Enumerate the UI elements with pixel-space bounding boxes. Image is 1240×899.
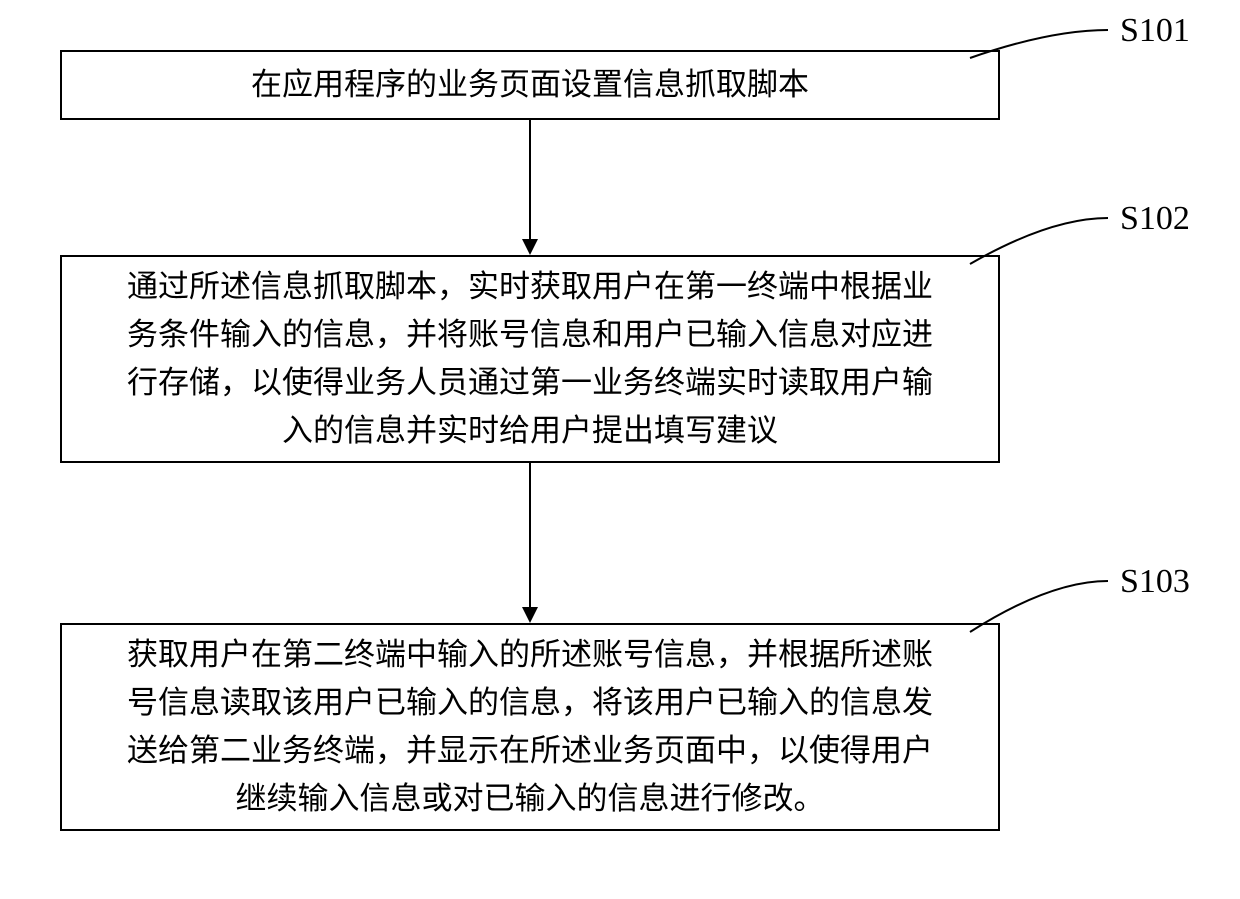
node-text: 获取用户在第二终端中输入的所述账号信息，并根据所述账 号信息读取该用户已输入的信… [127,631,933,823]
flowchart-node-s102: 通过所述信息抓取脚本，实时获取用户在第一终端中根据业 务条件输入的信息，并将账号… [60,255,1000,463]
step-label-s101: S101 [1120,12,1190,50]
node-text: 通过所述信息抓取脚本，实时获取用户在第一终端中根据业 务条件输入的信息，并将账号… [127,263,933,455]
flowchart-node-s103: 获取用户在第二终端中输入的所述账号信息，并根据所述账 号信息读取该用户已输入的信… [60,623,1000,831]
step-label-s102: S102 [1120,200,1190,238]
node-text: 在应用程序的业务页面设置信息抓取脚本 [251,61,809,109]
flowchart-node-s101: 在应用程序的业务页面设置信息抓取脚本 [60,50,1000,120]
flowchart-canvas: 在应用程序的业务页面设置信息抓取脚本 S101 通过所述信息抓取脚本，实时获取用… [0,0,1240,899]
step-label-s103: S103 [1120,563,1190,601]
